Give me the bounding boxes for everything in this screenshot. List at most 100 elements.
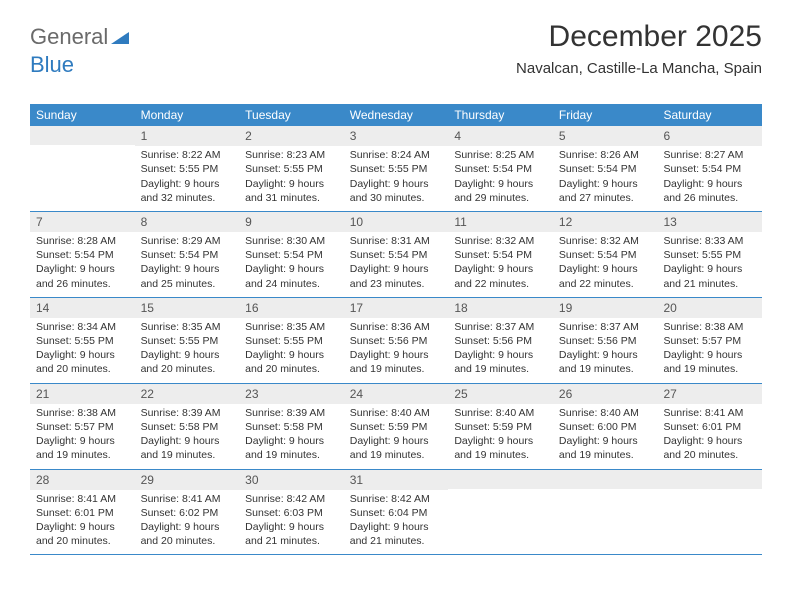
calendar-cell: 14Sunrise: 8:34 AMSunset: 5:55 PMDayligh…: [30, 298, 135, 383]
sunset-text: Sunset: 5:58 PM: [245, 420, 338, 434]
sunrise-text: Sunrise: 8:37 AM: [454, 320, 547, 334]
sunset-text: Sunset: 6:01 PM: [36, 506, 129, 520]
calendar-cell: [448, 470, 553, 555]
cell-body: Sunrise: 8:37 AMSunset: 5:56 PMDaylight:…: [553, 318, 658, 383]
daylight-text: Daylight: 9 hours and 22 minutes.: [454, 262, 547, 290]
sunset-text: Sunset: 5:55 PM: [141, 334, 234, 348]
sunset-text: Sunset: 5:58 PM: [141, 420, 234, 434]
calendar-cell: 19Sunrise: 8:37 AMSunset: 5:56 PMDayligh…: [553, 298, 658, 383]
header: December 2025 Navalcan, Castille-La Manc…: [516, 20, 762, 77]
day-number: [553, 470, 658, 489]
day-number: 3: [344, 126, 449, 146]
calendar-cell: 9Sunrise: 8:30 AMSunset: 5:54 PMDaylight…: [239, 212, 344, 297]
sunset-text: Sunset: 5:54 PM: [559, 162, 652, 176]
sunset-text: Sunset: 6:03 PM: [245, 506, 338, 520]
sunset-text: Sunset: 5:57 PM: [36, 420, 129, 434]
cell-body: Sunrise: 8:32 AMSunset: 5:54 PMDaylight:…: [448, 232, 553, 297]
sunset-text: Sunset: 6:01 PM: [663, 420, 756, 434]
cell-body: Sunrise: 8:23 AMSunset: 5:55 PMDaylight:…: [239, 146, 344, 211]
day-number: 23: [239, 384, 344, 404]
calendar-cell: [657, 470, 762, 555]
calendar-cell: 20Sunrise: 8:38 AMSunset: 5:57 PMDayligh…: [657, 298, 762, 383]
day-number: 12: [553, 212, 658, 232]
calendar-cell: 22Sunrise: 8:39 AMSunset: 5:58 PMDayligh…: [135, 384, 240, 469]
daylight-text: Daylight: 9 hours and 19 minutes.: [36, 434, 129, 462]
sunrise-text: Sunrise: 8:33 AM: [663, 234, 756, 248]
daylight-text: Daylight: 9 hours and 32 minutes.: [141, 177, 234, 205]
calendar-cell: 29Sunrise: 8:41 AMSunset: 6:02 PMDayligh…: [135, 470, 240, 555]
sunrise-text: Sunrise: 8:26 AM: [559, 148, 652, 162]
daylight-text: Daylight: 9 hours and 30 minutes.: [350, 177, 443, 205]
sunset-text: Sunset: 5:54 PM: [454, 162, 547, 176]
sunrise-text: Sunrise: 8:30 AM: [245, 234, 338, 248]
cell-body: Sunrise: 8:40 AMSunset: 5:59 PMDaylight:…: [448, 404, 553, 469]
day-number: 9: [239, 212, 344, 232]
calendar-cell: 25Sunrise: 8:40 AMSunset: 5:59 PMDayligh…: [448, 384, 553, 469]
calendar-cell: 21Sunrise: 8:38 AMSunset: 5:57 PMDayligh…: [30, 384, 135, 469]
sunset-text: Sunset: 5:54 PM: [454, 248, 547, 262]
daylight-text: Daylight: 9 hours and 24 minutes.: [245, 262, 338, 290]
day-number: 18: [448, 298, 553, 318]
cell-body: Sunrise: 8:38 AMSunset: 5:57 PMDaylight:…: [30, 404, 135, 469]
calendar-cell: 12Sunrise: 8:32 AMSunset: 5:54 PMDayligh…: [553, 212, 658, 297]
daylight-text: Daylight: 9 hours and 25 minutes.: [141, 262, 234, 290]
cell-body: Sunrise: 8:39 AMSunset: 5:58 PMDaylight:…: [239, 404, 344, 469]
cell-body: Sunrise: 8:41 AMSunset: 6:01 PMDaylight:…: [657, 404, 762, 469]
daylight-text: Daylight: 9 hours and 19 minutes.: [141, 434, 234, 462]
cell-body: Sunrise: 8:35 AMSunset: 5:55 PMDaylight:…: [239, 318, 344, 383]
month-title: December 2025: [516, 20, 762, 54]
day-number: 19: [553, 298, 658, 318]
calendar-cell: 11Sunrise: 8:32 AMSunset: 5:54 PMDayligh…: [448, 212, 553, 297]
daylight-text: Daylight: 9 hours and 19 minutes.: [454, 348, 547, 376]
sunset-text: Sunset: 5:59 PM: [350, 420, 443, 434]
location-label: Navalcan, Castille-La Mancha, Spain: [516, 60, 762, 77]
cell-body: Sunrise: 8:40 AMSunset: 6:00 PMDaylight:…: [553, 404, 658, 469]
daylight-text: Daylight: 9 hours and 20 minutes.: [663, 434, 756, 462]
sunset-text: Sunset: 5:54 PM: [36, 248, 129, 262]
logo-text-general: General: [30, 24, 108, 49]
sunset-text: Sunset: 5:54 PM: [350, 248, 443, 262]
sunrise-text: Sunrise: 8:39 AM: [245, 406, 338, 420]
dayhead-tuesday: Tuesday: [239, 104, 344, 126]
sunset-text: Sunset: 5:56 PM: [350, 334, 443, 348]
sunset-text: Sunset: 5:55 PM: [141, 162, 234, 176]
dayhead-thursday: Thursday: [448, 104, 553, 126]
sunset-text: Sunset: 5:56 PM: [559, 334, 652, 348]
sunrise-text: Sunrise: 8:41 AM: [663, 406, 756, 420]
sunrise-text: Sunrise: 8:41 AM: [141, 492, 234, 506]
cell-body: Sunrise: 8:42 AMSunset: 6:04 PMDaylight:…: [344, 490, 449, 555]
calendar-cell: [553, 470, 658, 555]
calendar: Sunday Monday Tuesday Wednesday Thursday…: [30, 104, 762, 555]
day-number: [657, 470, 762, 489]
sunrise-text: Sunrise: 8:42 AM: [245, 492, 338, 506]
cell-body: Sunrise: 8:42 AMSunset: 6:03 PMDaylight:…: [239, 490, 344, 555]
daylight-text: Daylight: 9 hours and 19 minutes.: [454, 434, 547, 462]
calendar-cell: 2Sunrise: 8:23 AMSunset: 5:55 PMDaylight…: [239, 126, 344, 211]
daylight-text: Daylight: 9 hours and 23 minutes.: [350, 262, 443, 290]
cell-body: Sunrise: 8:24 AMSunset: 5:55 PMDaylight:…: [344, 146, 449, 211]
dayhead-saturday: Saturday: [657, 104, 762, 126]
sunrise-text: Sunrise: 8:27 AM: [663, 148, 756, 162]
day-number: 15: [135, 298, 240, 318]
day-number: 6: [657, 126, 762, 146]
sunset-text: Sunset: 5:54 PM: [141, 248, 234, 262]
cell-body: Sunrise: 8:26 AMSunset: 5:54 PMDaylight:…: [553, 146, 658, 211]
calendar-cell: 30Sunrise: 8:42 AMSunset: 6:03 PMDayligh…: [239, 470, 344, 555]
day-number: [448, 470, 553, 489]
sunrise-text: Sunrise: 8:29 AM: [141, 234, 234, 248]
cell-body: Sunrise: 8:36 AMSunset: 5:56 PMDaylight:…: [344, 318, 449, 383]
day-number: [30, 126, 135, 145]
cell-body: Sunrise: 8:28 AMSunset: 5:54 PMDaylight:…: [30, 232, 135, 297]
day-number: 22: [135, 384, 240, 404]
daylight-text: Daylight: 9 hours and 19 minutes.: [663, 348, 756, 376]
sunrise-text: Sunrise: 8:38 AM: [36, 406, 129, 420]
daylight-text: Daylight: 9 hours and 19 minutes.: [350, 434, 443, 462]
daylight-text: Daylight: 9 hours and 22 minutes.: [559, 262, 652, 290]
day-number: 7: [30, 212, 135, 232]
calendar-cell: 23Sunrise: 8:39 AMSunset: 5:58 PMDayligh…: [239, 384, 344, 469]
day-number: 14: [30, 298, 135, 318]
daylight-text: Daylight: 9 hours and 21 minutes.: [245, 520, 338, 548]
calendar-weeks: 1Sunrise: 8:22 AMSunset: 5:55 PMDaylight…: [30, 126, 762, 555]
cell-body: Sunrise: 8:32 AMSunset: 5:54 PMDaylight:…: [553, 232, 658, 297]
daylight-text: Daylight: 9 hours and 20 minutes.: [141, 520, 234, 548]
